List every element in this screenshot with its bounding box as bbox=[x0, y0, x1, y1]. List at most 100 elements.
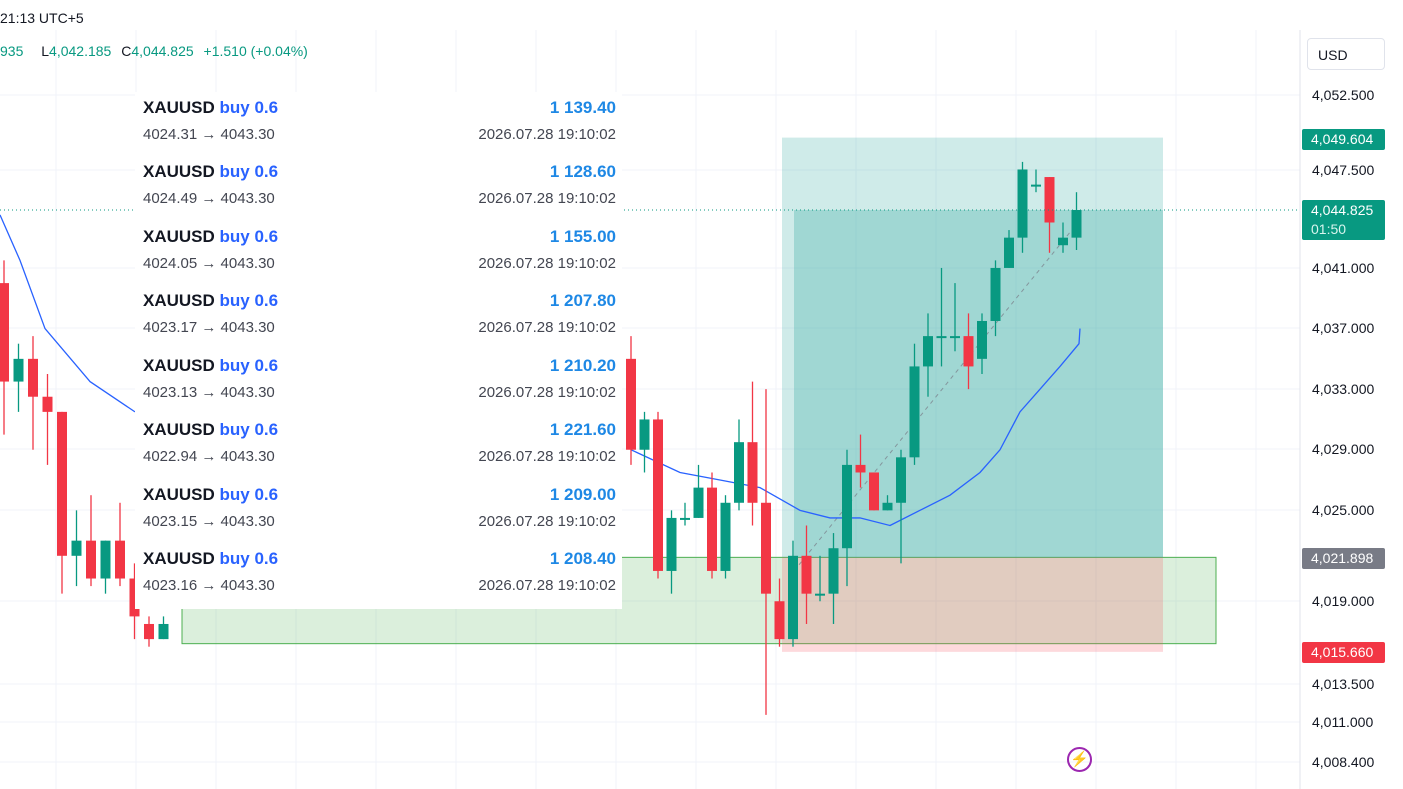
candle-body bbox=[882, 502, 893, 511]
trade-row[interactable]: XAUUSD buy 0.6 1 208.40 4023.16 → 4043.3… bbox=[143, 543, 616, 607]
candle-body bbox=[100, 540, 111, 579]
candle-body bbox=[1058, 237, 1068, 246]
stop-loss-tag: 4,015.660 bbox=[1302, 642, 1385, 663]
trade-profit: 1 209.00 bbox=[549, 485, 616, 504]
trade-side: buy 0.6 bbox=[219, 485, 279, 504]
candle-body bbox=[129, 578, 140, 617]
entry-price-tag: 4,021.898 bbox=[1302, 548, 1385, 569]
trade-profit: 1 155.00 bbox=[549, 227, 616, 246]
trade-side: buy 0.6 bbox=[219, 227, 279, 246]
trade-symbol: XAUUSD buy 0.6 bbox=[143, 420, 279, 439]
close-value: 4,044.825 bbox=[131, 43, 194, 59]
lightning-icon[interactable]: ⚡ bbox=[1067, 747, 1092, 772]
current-price-value: 4,044.825 bbox=[1311, 202, 1374, 218]
candle-body bbox=[666, 517, 677, 571]
ohlc-legend: 935 L4,042.185 C4,044.825 +1.510 (+0.04%… bbox=[0, 43, 308, 59]
moving-average bbox=[0, 214, 1081, 527]
candle-body bbox=[42, 396, 53, 412]
trade-row[interactable]: XAUUSD buy 0.6 1 207.80 4023.17 → 4043.3… bbox=[143, 285, 616, 349]
candle-body bbox=[990, 267, 1001, 321]
trade-symbol: XAUUSD buy 0.6 bbox=[143, 291, 279, 310]
chart-clock: 21:13 UTC+5 bbox=[0, 10, 84, 26]
trade-row[interactable]: XAUUSD buy 0.6 1 139.40 4024.31 → 4043.3… bbox=[143, 92, 616, 156]
price-axis-label: 4,041.000 bbox=[1312, 260, 1375, 276]
candle-body bbox=[626, 358, 636, 450]
trade-time: 2026.07.28 19:10:02 bbox=[478, 126, 616, 143]
trade-time: 2026.07.28 19:10:02 bbox=[478, 319, 616, 336]
price-axis-label: 4,047.500 bbox=[1312, 162, 1375, 178]
close-key: C bbox=[121, 43, 132, 59]
candle-body bbox=[788, 555, 798, 640]
trade-prices: 4024.05 → 4043.30 bbox=[143, 255, 275, 272]
trade-side: buy 0.6 bbox=[219, 356, 279, 375]
trade-side: buy 0.6 bbox=[219, 162, 279, 181]
moving-average-line bbox=[0, 214, 1081, 527]
trade-row[interactable]: XAUUSD buy 0.6 1 210.20 4023.13 → 4043.3… bbox=[143, 350, 616, 414]
candle-body bbox=[1031, 184, 1041, 187]
trades-panel: XAUUSD buy 0.6 1 139.40 4024.31 → 4043.3… bbox=[135, 92, 622, 609]
low-key: L bbox=[41, 43, 50, 59]
candle-body bbox=[653, 419, 663, 571]
trade-side: buy 0.6 bbox=[219, 549, 279, 568]
price-axis-label: 4,052.500 bbox=[1312, 87, 1375, 103]
take-profit-tag: 4,049.604 bbox=[1302, 129, 1385, 150]
entry-price-value: 4,021.898 bbox=[1311, 550, 1374, 566]
current-price-tag: 4,044.825 01:50 bbox=[1302, 200, 1385, 240]
change-value: +1.510 (+0.04%) bbox=[203, 43, 308, 59]
stop-loss-value: 4,015.660 bbox=[1311, 644, 1374, 660]
candle-body bbox=[13, 358, 24, 382]
candle-body bbox=[144, 623, 154, 640]
trade-prices: 4024.49 → 4043.30 bbox=[143, 190, 275, 207]
trade-row[interactable]: XAUUSD buy 0.6 1 209.00 4023.15 → 4043.3… bbox=[143, 479, 616, 543]
trade-symbol: XAUUSD buy 0.6 bbox=[143, 549, 279, 568]
trade-time: 2026.07.28 19:10:02 bbox=[478, 384, 616, 401]
trade-row[interactable]: XAUUSD buy 0.6 1 155.00 4024.05 → 4043.3… bbox=[143, 221, 616, 285]
candle-body bbox=[115, 540, 125, 579]
price-axis-label: 4,011.000 bbox=[1312, 714, 1374, 730]
candle-body bbox=[855, 464, 866, 473]
candle-body bbox=[1071, 210, 1082, 238]
candle-body bbox=[639, 419, 650, 450]
trade-row[interactable]: XAUUSD buy 0.6 1 128.60 4024.49 → 4043.3… bbox=[143, 156, 616, 220]
trade-symbol: XAUUSD buy 0.6 bbox=[143, 227, 279, 246]
trade-prices: 4023.13 → 4043.30 bbox=[143, 384, 275, 401]
price-axis-label: 4,029.000 bbox=[1312, 441, 1375, 457]
trade-profit: 1 208.40 bbox=[549, 549, 616, 568]
currency-button[interactable]: USD bbox=[1307, 38, 1385, 70]
candle-body bbox=[923, 336, 933, 367]
trade-time: 2026.07.28 19:10:02 bbox=[478, 190, 616, 207]
trade-profit: 1 207.80 bbox=[549, 291, 616, 310]
candle-body bbox=[869, 472, 879, 511]
low-value: 4,042.185 bbox=[49, 43, 112, 59]
trade-prices: 4024.31 → 4043.30 bbox=[143, 126, 275, 143]
candle-body bbox=[842, 464, 852, 549]
trade-prices: 4023.17 → 4043.30 bbox=[143, 319, 275, 336]
price-axis-label: 4,025.000 bbox=[1312, 502, 1375, 518]
trade-time: 2026.07.28 19:10:02 bbox=[478, 513, 616, 530]
trade-side: buy 0.6 bbox=[219, 98, 279, 117]
candle-body bbox=[1004, 237, 1014, 268]
candle-body bbox=[950, 336, 960, 339]
trade-side: buy 0.6 bbox=[219, 420, 279, 439]
trade-symbol: XAUUSD buy 0.6 bbox=[143, 98, 279, 117]
candle-body bbox=[71, 540, 82, 556]
trade-symbol: XAUUSD buy 0.6 bbox=[143, 162, 279, 181]
trade-time: 2026.07.28 19:10:02 bbox=[478, 577, 616, 594]
trade-profit: 1 139.40 bbox=[549, 98, 616, 117]
candle-body bbox=[1044, 177, 1055, 223]
candle-body bbox=[693, 487, 704, 518]
price-axis-label: 4,013.500 bbox=[1312, 676, 1375, 692]
candle-body bbox=[774, 601, 785, 640]
candle-body bbox=[1017, 169, 1028, 238]
candle-body bbox=[720, 502, 731, 571]
trade-row[interactable]: XAUUSD buy 0.6 1 221.60 4022.94 → 4043.3… bbox=[143, 414, 616, 478]
price-axis-label: 4,019.000 bbox=[1312, 593, 1375, 609]
take-profit-value: 4,049.604 bbox=[1311, 131, 1374, 147]
candle-body bbox=[86, 540, 96, 579]
trade-symbol: XAUUSD buy 0.6 bbox=[143, 485, 279, 504]
candle-body bbox=[936, 336, 947, 339]
trade-symbol: XAUUSD buy 0.6 bbox=[143, 356, 279, 375]
trade-path-line bbox=[793, 222, 1079, 572]
candles bbox=[0, 161, 1082, 715]
